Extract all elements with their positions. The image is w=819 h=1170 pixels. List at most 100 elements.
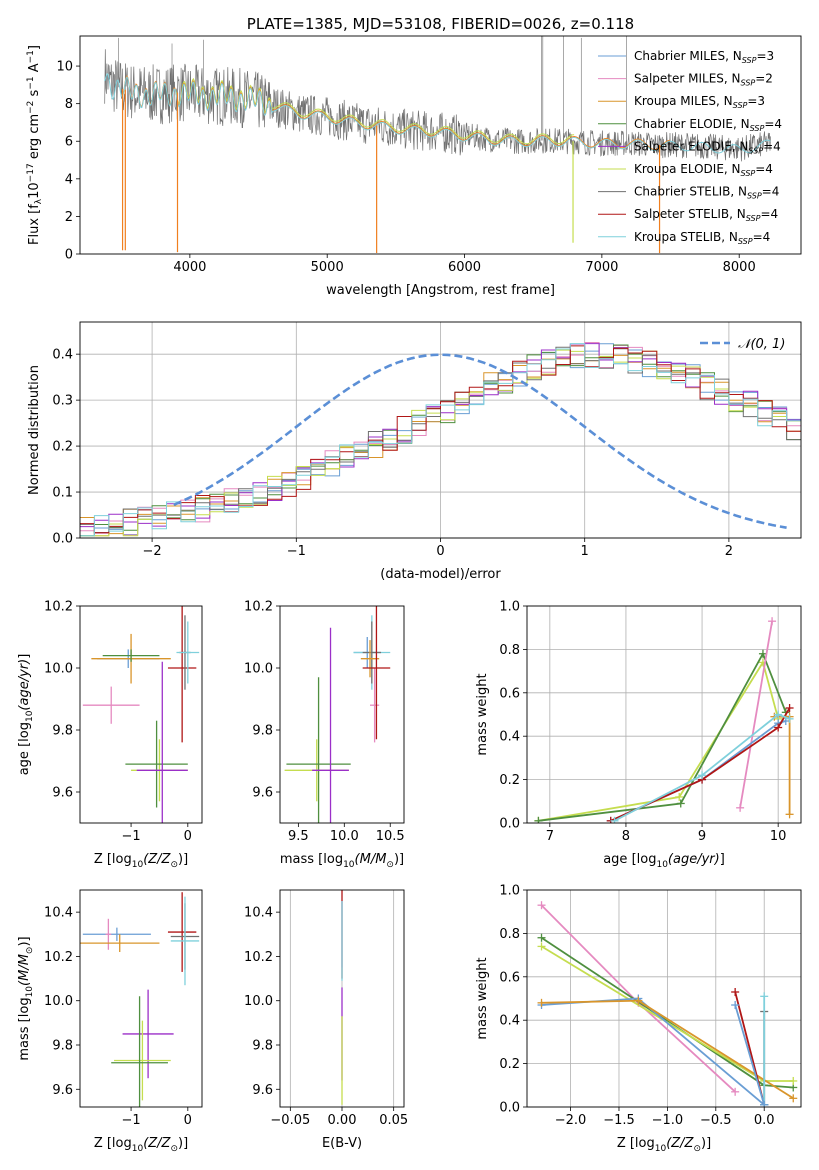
mass-vs-Z-axes: −1 0 9.6 9.8 10.0 10.2 10.4 [44, 906, 192, 1128]
y-tick-label: 0.4 [499, 730, 520, 745]
y-tick-label: 9.8 [252, 724, 273, 739]
errorbar-point [167, 892, 197, 972]
errorbar-point [102, 649, 160, 662]
weight-marker [760, 1100, 769, 1107]
y-tick-label: 10.0 [44, 662, 73, 677]
errorbar-point [136, 661, 188, 823]
weight-marker [675, 792, 684, 801]
age-vs-Z-xlabel: Z [log10(Z/Z⊙)] [94, 852, 188, 870]
mass-vs-Z-points [80, 892, 200, 1107]
y-tick-label: 6 [65, 135, 73, 150]
weight-marker [774, 723, 783, 732]
age-vs-Z-points [82, 606, 200, 823]
errorbar-point [170, 896, 200, 986]
spectrum-ylabel: Flux [fλ10−17 erg cm−2 s−1 A−1] [26, 45, 44, 245]
weight-marker [537, 901, 546, 910]
y-tick-label: 10.4 [44, 906, 73, 921]
x-tick-label: 9 [698, 829, 706, 844]
y-tick-label: 10.0 [244, 994, 273, 1009]
errorbar-point [105, 918, 112, 950]
observed-spectrum [104, 49, 771, 162]
weight-line [739, 621, 773, 808]
y-tick-label: 9.8 [52, 724, 73, 739]
x-tick-label: −0.05 [270, 1113, 310, 1128]
weight-vs-Z-frame [526, 889, 802, 1108]
residuals-xlabel: (data-model)/error [380, 567, 501, 582]
weight-marker [789, 1076, 798, 1085]
y-tick-label: 9.8 [252, 1039, 273, 1054]
errorbar-point [111, 996, 168, 1107]
x-tick-label: −1 [287, 544, 306, 559]
age-vs-Z-axes: −1 0 9.6 9.8 10.0 10.2 [44, 600, 192, 845]
y-tick-label: 0.6 [499, 970, 520, 985]
errorbar-point [167, 606, 197, 743]
mass-vs-Z-ylabel: mass [log10(M/M⊙)] [17, 936, 35, 1060]
mass-vs-Z-frame [79, 889, 203, 1108]
y-tick-label: 10.2 [44, 600, 73, 615]
legend-label: Kroupa MILES, NSSP=3 [634, 94, 765, 110]
weight-vs-Z-ylabel: mass weight [475, 957, 490, 1039]
y-tick-label: 4 [65, 172, 73, 187]
mass-vs-ebv-frame [279, 889, 405, 1108]
weight-marker [534, 816, 543, 823]
y-tick-label: 0.8 [499, 927, 520, 942]
x-tick-label: 1 [581, 544, 589, 559]
age-vs-mass-points [284, 606, 391, 823]
y-tick-label: 2 [65, 210, 73, 225]
errorbar-point [114, 1020, 171, 1101]
y-tick-label: 0.2 [499, 773, 520, 788]
histogram-series [80, 349, 801, 537]
x-tick-label: −1 [121, 829, 140, 844]
x-tick-label: −1.5 [603, 1113, 635, 1128]
weight-marker [610, 816, 619, 823]
weight-line [734, 1004, 766, 1106]
legend-label: Chabrier STELIB, NSSP=4 [634, 185, 779, 201]
y-tick-label: 9.8 [52, 1039, 73, 1054]
weight-marker [768, 617, 777, 626]
legend-label: Salpeter MILES, NSSP=2 [634, 72, 773, 88]
x-tick-label: 10.5 [376, 829, 405, 844]
age-vs-mass-xlabel: mass [log10(M/M⊙)] [280, 852, 404, 870]
spectrum-frame [79, 35, 802, 255]
residuals-frame [79, 321, 802, 539]
weight-marker [774, 710, 783, 719]
y-tick-label: 0.3 [52, 394, 73, 409]
x-tick-label: 0 [184, 1113, 192, 1128]
legend-label: Chabrier ELODIE, NSSP=4 [634, 117, 782, 133]
mass-vs-Z-xlabel: Z [log10(Z/Z⊙)] [94, 1136, 188, 1154]
y-tick-label: 0.2 [52, 440, 73, 455]
weight-marker [537, 942, 546, 951]
errorbar-point [370, 668, 380, 743]
y-tick-label: 10.0 [44, 994, 73, 1009]
x-tick-label: 4000 [173, 260, 206, 275]
legend-label: Chabrier MILES, NSSP=3 [634, 49, 774, 65]
y-tick-label: 0.0 [499, 817, 520, 832]
y-tick-label: 0.0 [52, 532, 73, 547]
errorbar-point [82, 927, 151, 941]
weight-line [774, 715, 791, 815]
x-tick-label: 0 [436, 544, 444, 559]
weight-vs-Z-xlabel: Z [log10(Z/Z⊙)] [617, 1136, 711, 1154]
residuals-ylabel: Normed distribution [27, 365, 42, 495]
errorbar-point [362, 606, 391, 740]
spectrum-axes: 4000 5000 6000 7000 8000 0 2 4 6 8 10 [56, 60, 755, 275]
y-tick-label: 10.2 [44, 950, 73, 965]
x-tick-label: −1.0 [652, 1113, 684, 1128]
histogram-steps [80, 342, 801, 537]
x-tick-label: 5000 [311, 260, 344, 275]
x-tick-label: −2.0 [555, 1113, 587, 1128]
weight-line [610, 707, 791, 822]
legend-label: Salpeter ELODIE, NSSP=4 [634, 139, 781, 155]
x-tick-label: 2 [725, 544, 733, 559]
histogram-series [80, 346, 801, 533]
weight-marker [785, 714, 794, 723]
spectrum-title: PLATE=1385, MJD=53108, FIBERID=0026, z=0… [247, 15, 634, 33]
errorbar-point [362, 621, 382, 684]
x-tick-label: 7 [546, 829, 554, 844]
errorbar-point [125, 720, 188, 808]
x-tick-label: −1 [121, 1113, 140, 1128]
mass-vs-ebv-axes: −0.05 0.00 0.05 9.6 9.8 10.0 10.2 10.4 [244, 890, 408, 1128]
weight-marker [785, 810, 794, 819]
y-tick-label: 10.0 [244, 662, 273, 677]
